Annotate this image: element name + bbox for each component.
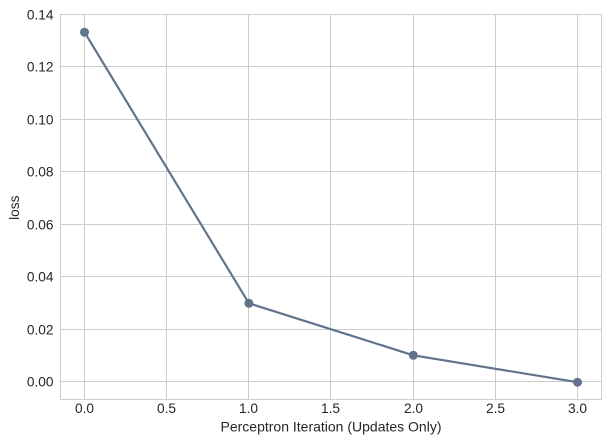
svg-text:Perceptron Iteration (Updates: Perceptron Iteration (Updates Only) (221, 419, 442, 435)
svg-text:0.14: 0.14 (27, 7, 54, 22)
svg-text:0.00: 0.00 (27, 374, 54, 389)
svg-text:1.0: 1.0 (239, 401, 258, 416)
svg-text:1.5: 1.5 (321, 401, 340, 416)
svg-text:0.04: 0.04 (27, 269, 54, 284)
svg-text:0.5: 0.5 (157, 401, 176, 416)
svg-text:0.10: 0.10 (27, 112, 54, 127)
svg-text:0.08: 0.08 (27, 164, 54, 179)
svg-text:loss: loss (7, 195, 22, 219)
svg-text:0.0: 0.0 (75, 401, 94, 416)
svg-text:3.0: 3.0 (568, 401, 587, 416)
svg-text:0.02: 0.02 (27, 322, 54, 337)
svg-text:2.5: 2.5 (486, 401, 505, 416)
svg-text:0.06: 0.06 (27, 217, 54, 232)
svg-text:0.12: 0.12 (27, 59, 54, 74)
svg-text:2.0: 2.0 (404, 401, 423, 416)
